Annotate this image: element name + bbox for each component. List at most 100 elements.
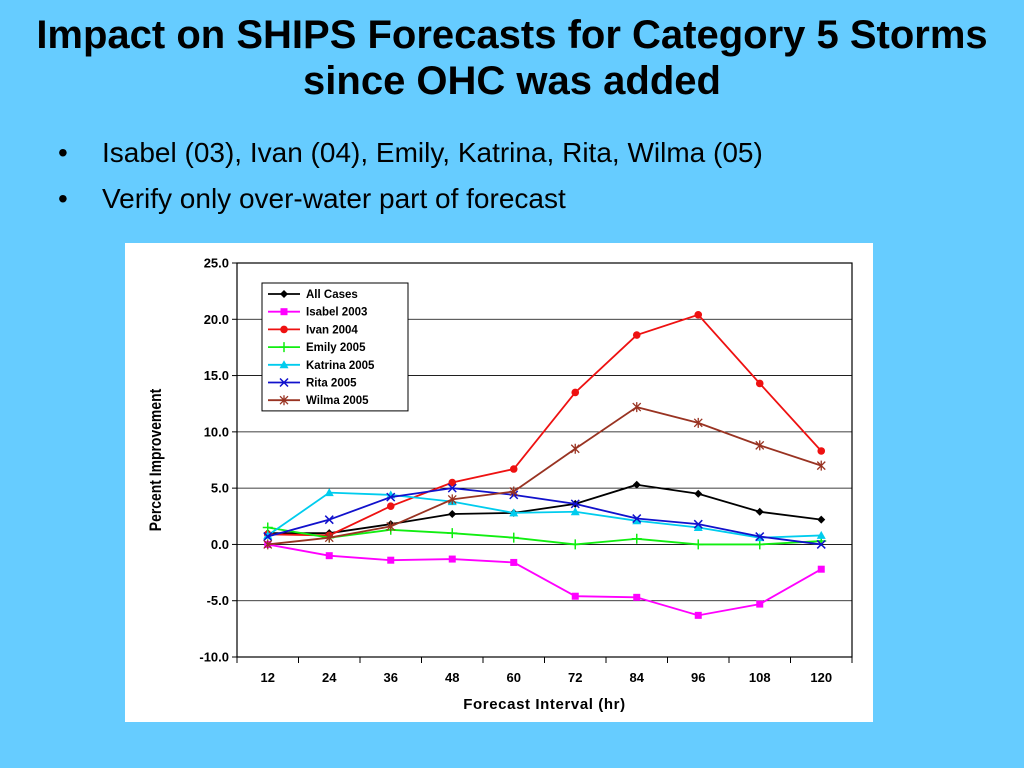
data-point-isabel-2003: [571, 592, 579, 600]
legend-marker-katrina-2005: [279, 360, 289, 369]
data-point-ivan-2004: [571, 388, 580, 397]
data-point-all-cases: [755, 507, 764, 516]
x-tick-label: 108: [749, 670, 771, 685]
series-line-isabel-2003: [267, 543, 822, 617]
x-tick-label: 96: [691, 670, 705, 685]
y-tick-label: 5.0: [211, 481, 229, 496]
data-point-ivan-2004: [386, 502, 395, 510]
x-tick-label: 24: [322, 670, 337, 685]
data-point-wilma-2005: [632, 402, 642, 413]
legend-marker-isabel-2003: [280, 308, 288, 316]
data-point-wilma-2005: [263, 539, 273, 550]
data-point-wilma-2005: [570, 443, 580, 454]
y-tick-label: 15.0: [204, 368, 229, 383]
legend-label-rita-2005: Rita 2005: [306, 378, 357, 390]
data-point-ivan-2004: [448, 478, 457, 487]
data-point-rita-2005: [570, 499, 580, 509]
y-axis-title: Percent Improvement: [147, 389, 166, 531]
legend-marker-wilma-2005: [279, 395, 289, 406]
y-tick-label: -10.0: [199, 650, 229, 665]
x-tick-label: 36: [384, 670, 398, 685]
data-point-katrina-2005: [816, 530, 826, 539]
slide-title: Impact on SHIPS Forecasts for Category 5…: [36, 13, 988, 103]
data-point-rita-2005: [693, 519, 703, 529]
data-point-isabel-2003: [387, 556, 395, 564]
chart-panel: -10.0 -5.0 0.0 5.0 10.0 15.0 20.0 25.0 12 24 36 48 6…: [125, 243, 873, 722]
data-point-ivan-2004: [694, 310, 703, 319]
data-point-rita-2005: [755, 532, 765, 542]
data-point-ivan-2004: [632, 331, 641, 339]
data-point-isabel-2003: [325, 552, 333, 560]
bullet-glyph: •: [58, 137, 68, 168]
series-line-ivan-2004: [267, 313, 822, 537]
data-point-katrina-2005: [324, 488, 334, 497]
x-tick-label: 120: [810, 670, 832, 685]
data-point-katrina-2005: [509, 508, 519, 517]
data-point-isabel-2003: [756, 600, 764, 608]
legend-label-katrina-2005: Katrina 2005: [306, 360, 375, 372]
data-point-katrina-2005: [570, 507, 580, 516]
data-point-katrina-2005: [693, 523, 703, 532]
series-line-all-cases: [267, 483, 822, 535]
data-point-wilma-2005: [755, 440, 765, 451]
series-line-wilma-2005: [267, 406, 822, 546]
data-point-ivan-2004: [509, 465, 518, 473]
y-tick-label: 10.0: [204, 424, 229, 439]
data-point-wilma-2005: [386, 521, 396, 532]
data-point-katrina-2005: [263, 530, 273, 539]
legend-marker-emily-2005: [279, 342, 289, 353]
legend-marker-rita-2005: [279, 377, 289, 388]
data-point-isabel-2003: [448, 555, 456, 563]
legend-marker-all-cases: [280, 290, 288, 298]
data-point-all-cases: [694, 489, 703, 498]
data-point-wilma-2005: [324, 532, 334, 543]
line-chart: -10.0 -5.0 0.0 5.0 10.0 15.0 20.0 25.0 12 24 36 48 6…: [147, 256, 853, 713]
data-point-rita-2005: [324, 515, 334, 525]
data-point-rita-2005: [447, 483, 457, 493]
data-point-wilma-2005: [693, 417, 703, 428]
x-tick-label: 60: [507, 670, 521, 685]
series-line-emily-2005: [267, 526, 822, 546]
data-point-isabel-2003: [817, 565, 825, 573]
data-point-isabel-2003: [510, 558, 518, 566]
data-point-ivan-2004: [817, 447, 826, 455]
data-point-all-cases: [632, 480, 641, 489]
data-point-isabel-2003: [633, 593, 641, 601]
data-point-rita-2005: [632, 514, 642, 524]
data-point-all-cases: [817, 515, 826, 524]
data-point-wilma-2005: [447, 494, 457, 505]
legend-label-isabel-2003: Isabel 2003: [306, 307, 367, 319]
data-point-rita-2005: [816, 539, 826, 549]
bullet-list: • Isabel (03), Ivan (04), Emily, Katrina…: [58, 135, 763, 227]
bullet-text: Verify only over-water part of forecast: [102, 183, 566, 214]
data-point-emily-2005: [693, 539, 704, 550]
data-point-katrina-2005: [632, 516, 642, 525]
data-point-emily-2005: [508, 532, 519, 543]
x-tick-label: 48: [445, 670, 459, 685]
y-tick-label: 0.0: [211, 537, 229, 552]
bullet-glyph: •: [58, 183, 68, 214]
series-line-rita-2005: [267, 487, 822, 546]
y-tick-label: -5.0: [207, 593, 229, 608]
x-tick-label: 72: [568, 670, 582, 685]
data-point-rita-2005: [263, 532, 273, 542]
legend-label-ivan-2004: Ivan 2004: [306, 324, 358, 336]
x-tick-label: 12: [261, 670, 275, 685]
legend-label-all-cases: All Cases: [306, 289, 358, 301]
bullet-text: Isabel (03), Ivan (04), Emily, Katrina, …: [102, 137, 763, 168]
legend-label-wilma-2005: Wilma 2005: [306, 395, 369, 407]
data-point-emily-2005: [447, 528, 458, 539]
data-point-isabel-2003: [694, 611, 702, 619]
data-point-emily-2005: [262, 522, 273, 533]
y-tick-label: 20.0: [204, 312, 229, 327]
x-axis-title: Forecast Interval (hr): [463, 696, 625, 713]
data-point-wilma-2005: [509, 486, 519, 497]
data-point-wilma-2005: [816, 460, 826, 471]
bullet-item: • Verify only over-water part of forecas…: [58, 181, 763, 217]
bullet-item: • Isabel (03), Ivan (04), Emily, Katrina…: [58, 135, 763, 171]
legend-marker-ivan-2004: [280, 325, 288, 334]
data-point-rita-2005: [386, 492, 396, 502]
data-point-emily-2005: [570, 539, 581, 550]
x-tick-label: 84: [630, 670, 645, 685]
legend-label-emily-2005: Emily 2005: [306, 342, 366, 354]
